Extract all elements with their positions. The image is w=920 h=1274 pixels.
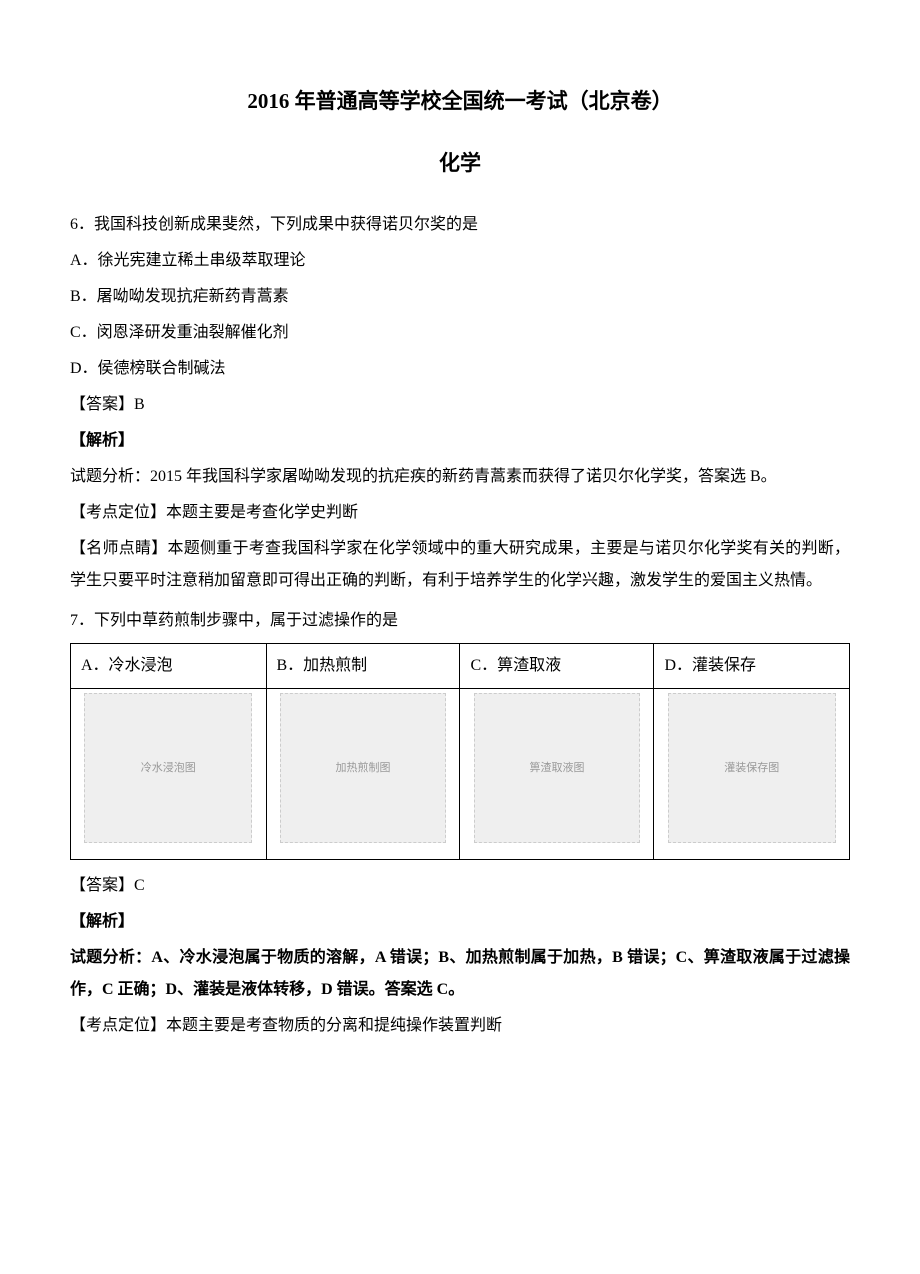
- bottle-image: [668, 693, 836, 843]
- q7-option-c-label: C．箅渣取液: [460, 644, 654, 689]
- q7-analysis: 试题分析：A、冷水浸泡属于物质的溶解，A 错误；B、加热煎制属于加热，B 错误；…: [70, 942, 850, 1006]
- q7-option-a-label: A．冷水浸泡: [71, 644, 267, 689]
- q7-stem: 7．下列中草药煎制步骤中，属于过滤操作的是: [70, 605, 850, 637]
- q7-option-b-image-cell: [266, 689, 460, 860]
- q7-option-table: A．冷水浸泡 B．加热煎制 C．箅渣取液 D．灌装保存: [70, 643, 850, 860]
- q6-jiexi-label: 【解析】: [70, 425, 850, 457]
- q7-kaodian: 【考点定位】本题主要是考查物质的分离和提纯操作装置判断: [70, 1010, 850, 1042]
- q6-option-c: C．闵恩泽研发重油裂解催化剂: [70, 317, 850, 349]
- q6-dianjing: 【名师点睛】本题侧重于考查我国科学家在化学领域中的重大研究成果，主要是与诺贝尔化…: [70, 533, 850, 597]
- q7-jiexi-label: 【解析】: [70, 906, 850, 938]
- q7-answer: 【答案】C: [70, 870, 850, 902]
- table-row: [71, 689, 850, 860]
- q6-stem: 6．我国科技创新成果斐然，下列成果中获得诺贝尔奖的是: [70, 209, 850, 241]
- table-row: A．冷水浸泡 B．加热煎制 C．箅渣取液 D．灌装保存: [71, 644, 850, 689]
- q7-option-c-image-cell: [460, 689, 654, 860]
- q7-option-a-image-cell: [71, 689, 267, 860]
- q7-option-b-label: B．加热煎制: [266, 644, 460, 689]
- filter-image: [474, 693, 640, 843]
- q7-option-d-label: D．灌装保存: [654, 644, 850, 689]
- q6-option-a: A．徐光宪建立稀土串级萃取理论: [70, 245, 850, 277]
- q6-option-d: D．侯德榜联合制碱法: [70, 353, 850, 385]
- q7-option-d-image-cell: [654, 689, 850, 860]
- soak-image: [84, 693, 252, 843]
- q6-option-b: B．屠呦呦发现抗疟新药青蒿素: [70, 281, 850, 313]
- q6-kaodian: 【考点定位】本题主要是考查化学史判断: [70, 497, 850, 529]
- heat-image: [280, 693, 446, 843]
- q6-answer: 【答案】B: [70, 389, 850, 421]
- exam-title: 2016 年普通高等学校全国统一考试（北京卷）: [70, 80, 850, 122]
- exam-subject: 化学: [70, 142, 850, 184]
- q6-analysis: 试题分析：2015 年我国科学家屠呦呦发现的抗疟疾的新药青蒿素而获得了诺贝尔化学…: [70, 461, 850, 493]
